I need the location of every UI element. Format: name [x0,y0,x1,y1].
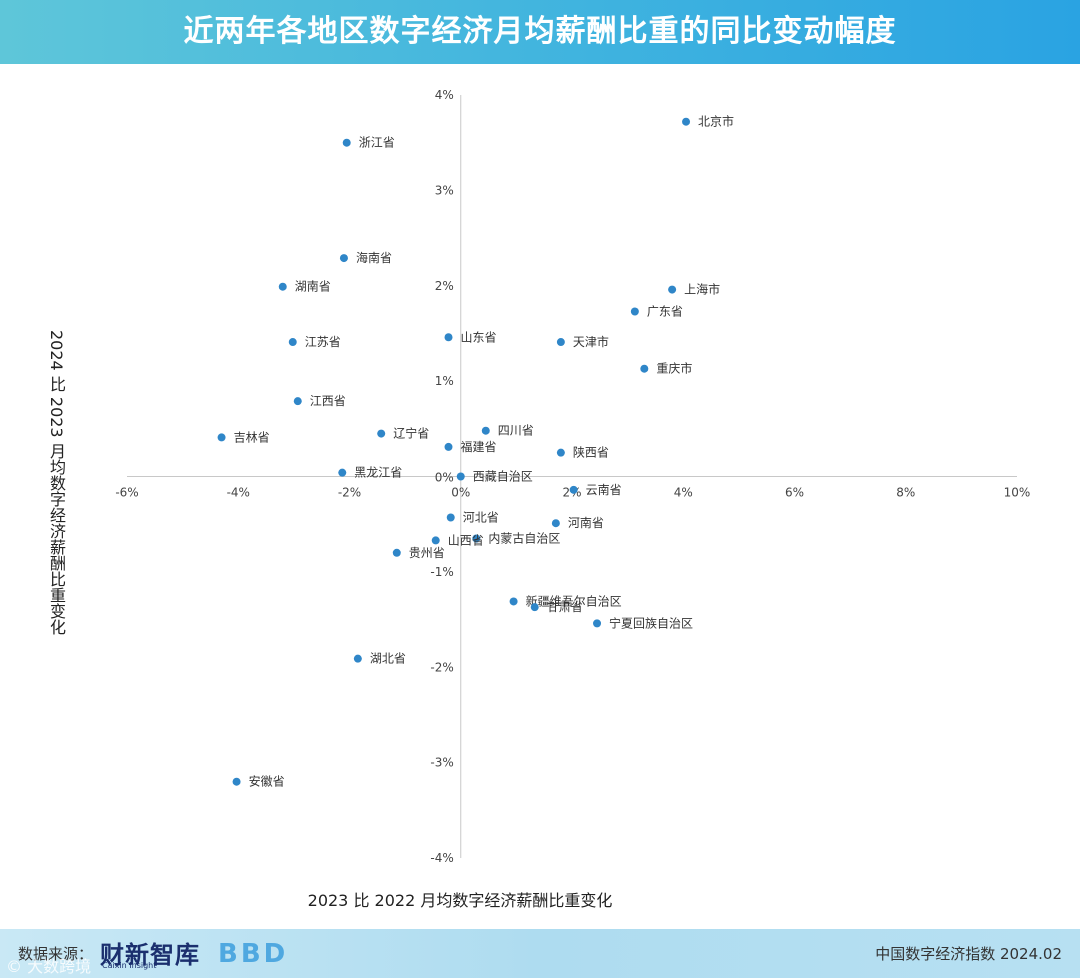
x-axis-title: 2023 比 2022 月均数字经济薪酬比重变化 [307,891,613,910]
data-point [342,138,351,147]
data-point [556,448,565,457]
data-point [556,338,565,347]
point-label: 辽宁省 [393,426,429,441]
x-tick-label: -4% [227,486,250,500]
point-label: 重庆市 [656,361,692,376]
watermark: © 大数跨境 [6,957,92,976]
data-point [217,433,226,442]
x-tick-label: 0% [451,486,470,500]
data-point [640,364,649,373]
data-point [338,468,347,477]
point-label: 湖北省 [370,651,406,666]
y-tick-label: -3% [430,756,453,770]
scatter-chart: -6%-4%-2%0%2%4%6%8%10%4%3%2%1%0%-1%-2%-3… [115,88,1031,865]
point-label: 海南省 [356,250,392,265]
x-tick-label: 6% [785,486,804,500]
point-label: 江西省 [310,394,346,408]
data-point [353,654,362,663]
data-point [593,619,602,628]
point-label: 贵州省 [409,546,445,560]
point-label: 黑龙江省 [354,466,402,480]
point-label: 山东省 [461,330,497,344]
point-label: 福建省 [461,439,497,454]
data-point [232,777,241,786]
point-label: 陕西省 [573,445,609,460]
data-point [551,519,560,528]
point-label: 内蒙古自治区 [488,530,560,545]
data-point [472,534,481,543]
data-point [444,333,453,342]
data-point [569,485,578,494]
data-point [446,513,455,522]
x-tick-label: 8% [896,486,915,500]
point-label: 新疆维吾尔自治区 [526,593,622,608]
point-label: 北京市 [698,114,734,129]
point-label: 云南省 [586,482,622,497]
data-point [530,603,539,612]
point-label: 吉林省 [234,430,270,444]
point-label: 浙江省 [359,136,395,150]
point-label: 河南省 [568,515,604,530]
data-point [444,442,453,451]
bbd-logo: BBD [218,939,289,969]
y-axis-title-wrap: 2024 比 2023 月均数字经济薪酬比重变化 [44,330,68,640]
source-label: 数据来源： [18,945,94,963]
data-point [509,597,518,606]
y-tick-label: 3% [435,183,454,197]
x-tick-label: -2% [338,486,361,500]
y-tick-label: 0% [435,471,454,485]
data-point [293,397,302,406]
point-label: 湖南省 [295,279,331,294]
point-label: 山西省 [448,533,484,547]
x-tick-label: 10% [1004,486,1031,500]
point-label: 天津市 [573,334,609,349]
point-label: 甘肃省 [547,600,583,614]
y-tick-label: -1% [430,565,453,579]
data-point [668,285,677,294]
y-tick-label: 1% [435,374,454,388]
caixin-logo-text: 财新智库 [100,941,200,969]
point-label: 广东省 [647,305,683,319]
data-point [456,472,465,481]
header-banner: 近两年各地区数字经济月均薪酬比重的同比变动幅度 [0,0,1080,64]
caixin-logo-subtext: Caixin Insight [102,961,157,970]
y-tick-label: -2% [430,660,453,674]
point-label: 上海市 [684,282,720,297]
data-point [682,117,691,126]
data-point [630,307,639,316]
data-point [392,548,401,557]
data-point [431,536,440,545]
point-label: 宁夏回族自治区 [609,615,693,630]
data-point [377,429,386,438]
y-tick-label: 4% [435,88,454,102]
point-label: 江苏省 [305,335,341,349]
y-axis-title: 2024 比 2023 月均数字经济薪酬比重变化 [47,330,66,635]
y-tick-label: -4% [430,851,453,865]
data-point [339,254,348,263]
point-label: 四川省 [498,424,534,438]
footer-bar: 数据来源： 财新智库 Caixin Insight BBD © 大数跨境 中国数… [0,929,1080,978]
x-tick-label: 4% [674,486,693,500]
chart-title: 近两年各地区数字经济月均薪酬比重的同比变动幅度 [183,14,897,49]
x-tick-label: -6% [115,486,138,500]
data-point [481,426,490,435]
point-label: 河北省 [463,511,499,525]
report-name: 中国数字经济指数 2024.02 [875,945,1062,963]
point-label: 安徽省 [249,774,285,789]
point-label: 西藏自治区 [473,470,533,484]
data-point [278,282,287,291]
data-point [288,338,297,347]
caixin-insight-logo: 财新智库 Caixin Insight [100,935,200,971]
y-tick-label: 2% [435,279,454,293]
